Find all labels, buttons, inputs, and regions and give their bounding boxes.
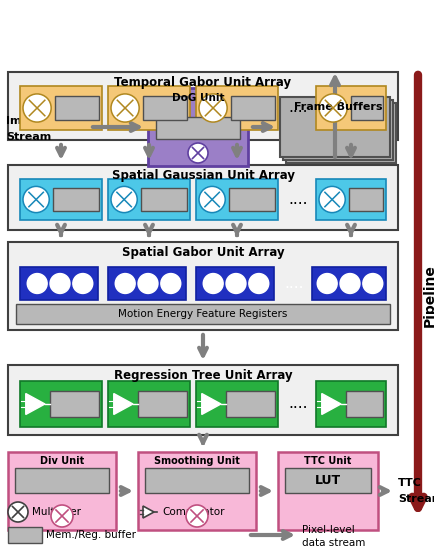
Bar: [50, 392, 99, 417]
Circle shape: [51, 505, 73, 527]
Circle shape: [8, 502, 28, 522]
Bar: [8, 452, 116, 530]
Bar: [196, 381, 278, 427]
Bar: [316, 179, 386, 220]
Text: Div Unit: Div Unit: [40, 456, 84, 466]
Circle shape: [317, 273, 337, 293]
Circle shape: [188, 143, 208, 163]
Bar: [229, 188, 275, 211]
Text: TTC Unit: TTC Unit: [304, 456, 352, 466]
Bar: [145, 468, 249, 493]
Bar: [138, 452, 256, 530]
Bar: [8, 365, 398, 435]
Text: Spatial Gabor Unit Array: Spatial Gabor Unit Array: [122, 246, 284, 259]
Text: DoG Unit: DoG Unit: [172, 93, 224, 103]
Bar: [20, 179, 102, 220]
Bar: [55, 96, 99, 120]
Bar: [141, 188, 187, 211]
Bar: [278, 452, 378, 530]
Circle shape: [161, 273, 181, 293]
Bar: [156, 117, 240, 139]
Text: Multiplier: Multiplier: [32, 507, 81, 517]
Circle shape: [226, 273, 246, 293]
Circle shape: [199, 186, 225, 213]
Text: Frame Buffers: Frame Buffers: [294, 102, 382, 112]
Bar: [16, 304, 390, 324]
Circle shape: [111, 186, 137, 213]
Text: Mem./Reg. buffer: Mem./Reg. buffer: [46, 530, 136, 540]
Circle shape: [249, 273, 269, 293]
Circle shape: [203, 273, 223, 293]
Polygon shape: [143, 506, 154, 518]
Bar: [285, 468, 371, 493]
Bar: [316, 86, 386, 130]
Bar: [8, 527, 42, 543]
Circle shape: [23, 94, 51, 122]
Text: Motion Energy Feature Registers: Motion Energy Feature Registers: [118, 309, 288, 319]
Bar: [196, 179, 278, 220]
Bar: [8, 242, 398, 330]
Circle shape: [27, 273, 47, 293]
Bar: [108, 179, 190, 220]
Bar: [20, 86, 102, 130]
Text: Spatial Gaussian Unit Array: Spatial Gaussian Unit Array: [112, 169, 295, 182]
Text: Smoothing Unit: Smoothing Unit: [154, 456, 240, 466]
Text: ....: ....: [288, 101, 308, 115]
Bar: [8, 165, 398, 230]
Text: Temporal Gabor Unit Array: Temporal Gabor Unit Array: [115, 76, 292, 89]
Text: ....: ....: [288, 397, 308, 411]
Text: Comparator: Comparator: [162, 507, 224, 517]
Bar: [20, 267, 98, 300]
Bar: [138, 392, 187, 417]
Text: ....: ....: [288, 192, 308, 207]
Circle shape: [199, 94, 227, 122]
Text: Pipeline: Pipeline: [423, 265, 434, 327]
Bar: [143, 96, 187, 120]
Circle shape: [138, 273, 158, 293]
Text: TTC: TTC: [398, 478, 422, 488]
Circle shape: [23, 186, 49, 213]
Bar: [148, 88, 248, 166]
Bar: [53, 188, 99, 211]
Polygon shape: [202, 393, 221, 415]
Polygon shape: [322, 393, 341, 415]
Circle shape: [115, 273, 135, 293]
Bar: [351, 96, 383, 120]
Bar: [20, 381, 102, 427]
Text: data stream: data stream: [302, 538, 365, 548]
Text: LUT: LUT: [315, 474, 341, 487]
Circle shape: [319, 94, 347, 122]
Bar: [316, 381, 386, 427]
Bar: [15, 468, 109, 493]
Bar: [108, 381, 190, 427]
Text: ....: ....: [284, 276, 304, 291]
Bar: [226, 392, 275, 417]
Bar: [349, 188, 383, 211]
Circle shape: [111, 94, 139, 122]
Text: Regression Tree Unit Array: Regression Tree Unit Array: [114, 369, 293, 382]
Bar: [312, 267, 386, 300]
Bar: [108, 86, 190, 130]
Polygon shape: [114, 393, 133, 415]
Circle shape: [50, 273, 70, 293]
Circle shape: [363, 273, 383, 293]
Text: Image Pixel: Image Pixel: [6, 116, 79, 126]
Circle shape: [73, 273, 93, 293]
Circle shape: [319, 186, 345, 213]
Bar: [283, 100, 393, 160]
Bar: [286, 103, 396, 163]
Text: Stream: Stream: [6, 132, 51, 142]
Bar: [196, 86, 278, 130]
Bar: [280, 97, 390, 157]
Text: Stream: Stream: [398, 494, 434, 504]
Text: Pixel-level: Pixel-level: [302, 525, 355, 535]
Bar: [196, 267, 274, 300]
Circle shape: [186, 505, 208, 527]
Bar: [231, 96, 275, 120]
Polygon shape: [26, 393, 45, 415]
Bar: [346, 392, 383, 417]
Bar: [8, 72, 398, 140]
Bar: [108, 267, 186, 300]
Circle shape: [340, 273, 360, 293]
